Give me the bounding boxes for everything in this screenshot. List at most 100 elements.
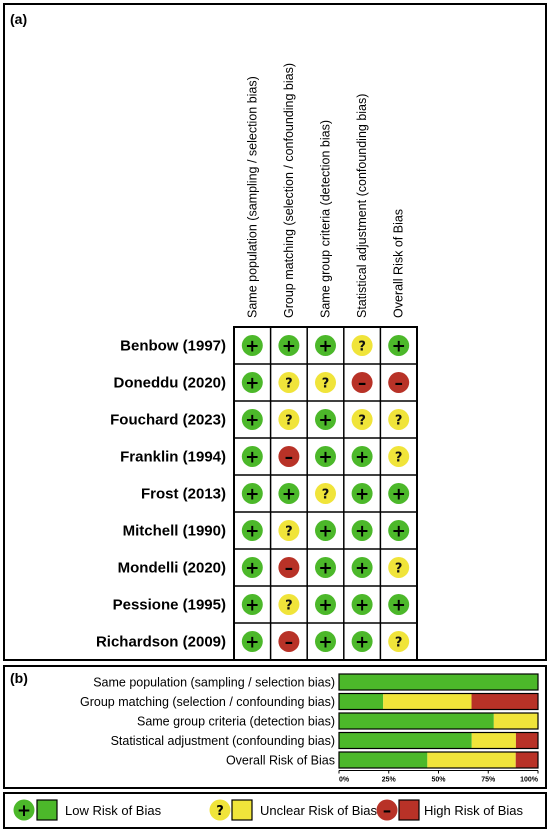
x-tick-label: 50% xyxy=(431,777,446,784)
x-tick-label: 75% xyxy=(481,777,496,784)
bar-segment-high xyxy=(515,752,538,768)
rating-low-symbol: + xyxy=(318,411,332,431)
legend-low-symbol: + xyxy=(17,801,31,821)
rating-unclear-symbol: ? xyxy=(395,562,403,577)
study-label: Fouchard (2023) xyxy=(110,412,226,429)
rating-low-symbol: + xyxy=(245,411,259,431)
rating-unclear-circle xyxy=(315,372,336,393)
rating-low-circle xyxy=(241,483,263,504)
rating-low-circle xyxy=(315,557,336,578)
rating-unclear-circle xyxy=(278,594,300,615)
bar-outline xyxy=(338,751,539,769)
rating-unclear-symbol: ? xyxy=(322,377,330,392)
rating-low-circle xyxy=(351,557,373,578)
rating-low-circle xyxy=(241,520,263,541)
rating-low-circle xyxy=(241,631,263,652)
rating-low-symbol: + xyxy=(282,485,296,505)
bar-segment-low xyxy=(339,674,538,690)
rating-low-circle xyxy=(241,335,263,356)
rating-low-circle xyxy=(351,520,373,541)
rating-low-symbol: + xyxy=(245,485,259,505)
column-header: Same population (sampling / selection bi… xyxy=(245,76,259,318)
rating-low-symbol: + xyxy=(245,337,259,357)
legend-high-swatch xyxy=(398,799,420,821)
bar-category-label: Same group criteria (detection bias) xyxy=(137,715,335,729)
bar-category-label: Overall Risk of Bias xyxy=(226,754,335,768)
bar-segment-unclear xyxy=(493,713,538,729)
rating-low-circle xyxy=(315,335,336,356)
rating-unclear-circle xyxy=(278,372,300,393)
study-label: Benbow (1997) xyxy=(120,338,226,355)
rating-low-symbol: + xyxy=(355,559,369,579)
x-tick-label: 25% xyxy=(382,777,397,784)
legend-low-swatch xyxy=(36,799,58,821)
rating-unclear-symbol: ? xyxy=(395,451,403,466)
bar-segment-low xyxy=(339,732,472,749)
bar-segment-high xyxy=(471,693,538,710)
bar-segment-low xyxy=(339,693,384,710)
rating-low-circle xyxy=(315,594,336,615)
rating-low-symbol: + xyxy=(245,559,259,579)
rating-low-circle xyxy=(351,483,373,504)
rating-unclear-symbol: ? xyxy=(358,414,366,429)
rating-high-circle xyxy=(278,557,300,578)
rating-low-circle xyxy=(351,446,373,467)
rating-low-circle xyxy=(241,409,263,430)
rating-unclear-circle xyxy=(388,557,410,578)
rating-low-circle xyxy=(241,446,263,467)
legend-unclear-symbol: ? xyxy=(216,804,224,819)
legend-low-label: Low Risk of Bias xyxy=(65,803,162,818)
bar-segment-unclear xyxy=(471,732,516,749)
rating-low-symbol: + xyxy=(355,596,369,616)
study-label: Mondelli (2020) xyxy=(118,560,226,577)
rating-unclear-circle xyxy=(351,409,373,430)
rating-low-symbol: + xyxy=(355,448,369,468)
rating-low-circle xyxy=(388,483,410,504)
x-tick-label: 0% xyxy=(339,777,350,784)
study-label: Franklin (1994) xyxy=(120,449,226,466)
legend-low-circle xyxy=(13,799,35,821)
rating-high-circle xyxy=(278,631,300,652)
rating-low-circle xyxy=(388,335,410,356)
study-label: Mitchell (1990) xyxy=(123,523,226,540)
column-header: Statistical adjustment (confounding bias… xyxy=(355,94,369,318)
panel-b-label: (b) xyxy=(10,670,28,686)
rating-low-symbol: + xyxy=(392,337,406,357)
rating-low-symbol: + xyxy=(318,522,332,542)
rating-low-symbol: + xyxy=(245,522,259,542)
bar-outline xyxy=(338,673,539,691)
rating-low-circle xyxy=(315,631,336,652)
rating-low-symbol: + xyxy=(245,448,259,468)
column-header: Overall Risk of Bias xyxy=(392,209,406,318)
rating-low-symbol: + xyxy=(318,448,332,468)
rating-unclear-circle xyxy=(388,446,410,467)
rating-low-circle xyxy=(388,594,410,615)
risk-of-bias-grid: Benbow (1997) + + +? + Doneddu (2020) +?? – – Fou… xyxy=(96,326,418,661)
bar-segment-unclear xyxy=(427,752,516,768)
legend-unclear-swatch xyxy=(231,799,253,821)
rating-high-symbol: – xyxy=(285,633,294,653)
panel-a-label: (a) xyxy=(10,11,27,27)
rating-unclear-symbol: ? xyxy=(285,377,293,392)
rating-low-symbol: + xyxy=(355,633,369,653)
rating-low-circle xyxy=(241,557,263,578)
rating-low-circle xyxy=(315,409,336,430)
legend-high-circle xyxy=(376,799,398,821)
rating-high-circle xyxy=(278,446,300,467)
rating-low-circle xyxy=(351,631,373,652)
rating-high-symbol: – xyxy=(358,374,367,394)
legend-high-symbol: – xyxy=(383,801,392,821)
rating-low-symbol: + xyxy=(245,596,259,616)
rating-low-circle xyxy=(388,520,410,541)
rating-unclear-circle xyxy=(278,520,300,541)
column-header: Same group criteria (detection bias) xyxy=(319,120,333,318)
rating-low-symbol: + xyxy=(245,633,259,653)
rating-high-symbol: – xyxy=(285,448,294,468)
rating-unclear-symbol: ? xyxy=(285,414,293,429)
rating-low-circle xyxy=(241,594,263,615)
rating-low-symbol: + xyxy=(282,337,296,357)
rating-unclear-symbol: ? xyxy=(322,488,330,503)
rating-unclear-symbol: ? xyxy=(285,525,293,540)
rating-high-circle xyxy=(388,372,410,393)
